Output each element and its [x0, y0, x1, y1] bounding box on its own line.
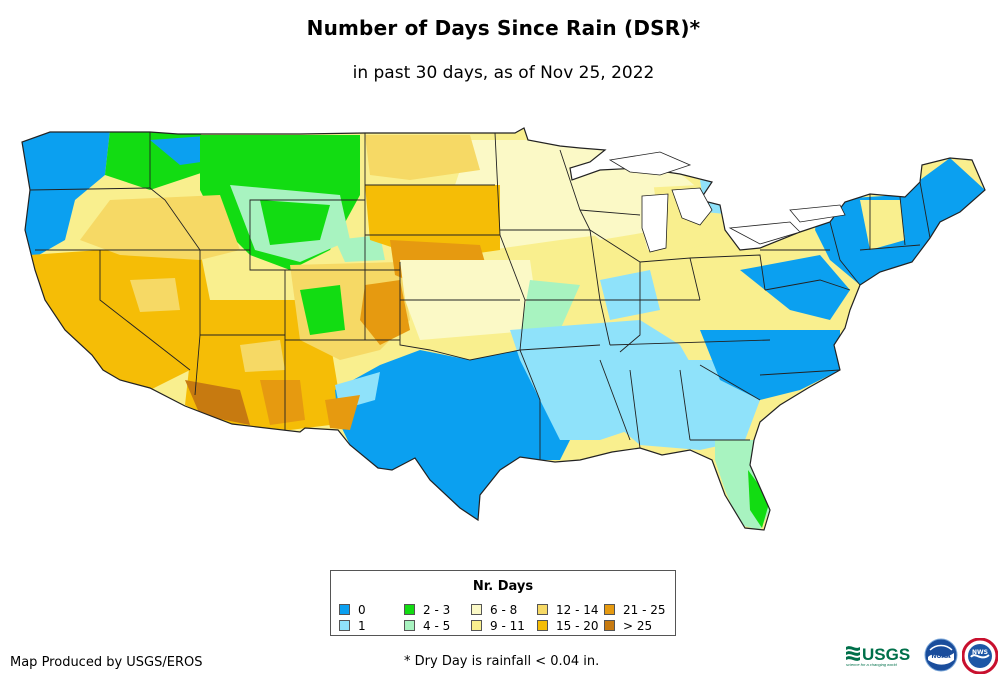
legend-label: 12 - 14 [556, 603, 599, 617]
legend-label: > 25 [623, 619, 653, 633]
usgs-logo-tagline: science for a changing world [846, 662, 897, 667]
legend-label: 15 - 20 [556, 619, 599, 633]
noaa-logo-text: NOAA [931, 653, 951, 660]
state-boundaries [21, 127, 986, 531]
legend-label: 9 - 11 [490, 619, 525, 633]
map-credit: Map Produced by USGS/EROS [10, 655, 203, 670]
legend-swatch [471, 620, 482, 631]
legend-swatch [404, 604, 415, 615]
legend: Nr. Days 0 1 2 - 3 4 - 5 6 - 8 9 - 11 12… [330, 570, 676, 636]
legend-title: Nr. Days [472, 579, 534, 594]
legend-swatch [339, 604, 350, 615]
dry-day-footnote: * Dry Day is rainfall < 0.04 in. [404, 654, 600, 669]
legend-swatch [339, 620, 350, 631]
legend-swatch [404, 620, 415, 631]
legend-swatch [537, 604, 548, 615]
nws-logo: NWS [962, 638, 998, 674]
legend-swatch [604, 604, 615, 615]
legend-label: 4 - 5 [423, 619, 451, 633]
legend-label: 2 - 3 [423, 603, 451, 617]
map-subtitle: in past 30 days, as of Nov 25, 2022 [352, 63, 655, 83]
usgs-logo: USGS science for a changing world [846, 645, 910, 667]
map-title: Number of Days Since Rain (DSR)* [306, 16, 701, 40]
legend-label: 0 [358, 603, 366, 617]
legend-swatch [604, 620, 615, 631]
nws-logo-text: NWS [972, 649, 988, 656]
usgs-logo-text: USGS [862, 645, 910, 664]
great-lakes [608, 151, 846, 253]
legend-label: 6 - 8 [490, 603, 518, 617]
dsr-color-fields [22, 128, 985, 530]
legend-swatch [537, 620, 548, 631]
legend-label: 1 [358, 619, 366, 633]
legend-label: 21 - 25 [623, 603, 666, 617]
legend-swatch [471, 604, 482, 615]
noaa-logo: NOAA [924, 638, 958, 672]
